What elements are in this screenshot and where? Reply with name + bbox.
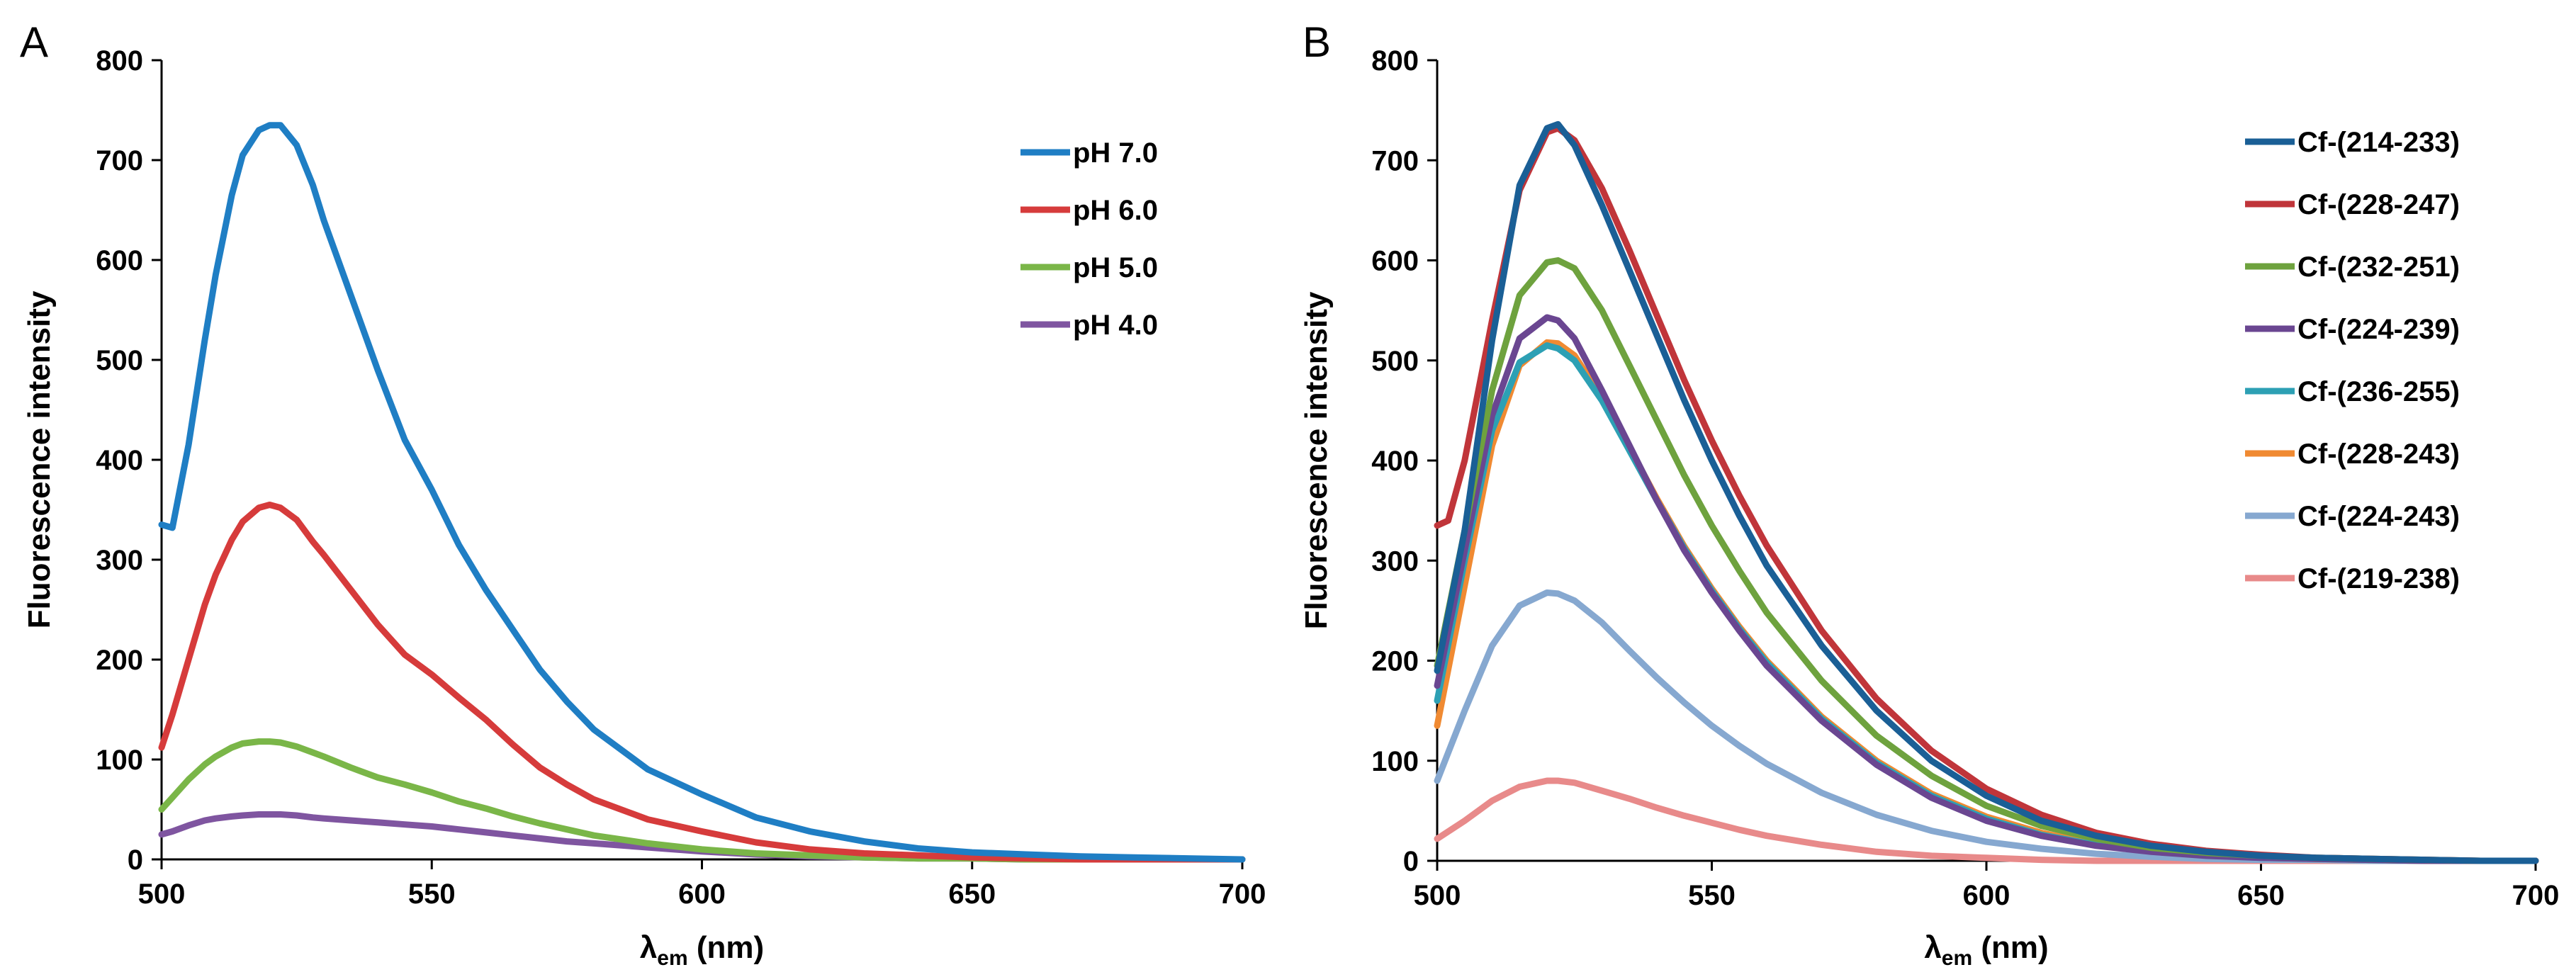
x-tick-label: 600 xyxy=(1963,880,2010,911)
panel-letter: B xyxy=(1303,18,1331,66)
legend-label: Cf-(224-243) xyxy=(2297,501,2460,532)
x-tick-label: 550 xyxy=(1688,880,1736,911)
y-axis-title: Fluorescence intensity xyxy=(22,290,57,628)
series-line-cf-232-251 xyxy=(1434,257,2539,864)
y-tick-label: 800 xyxy=(96,45,143,77)
legend-label: Cf-(224-239) xyxy=(2297,314,2460,345)
legend-label: Cf-(214-233) xyxy=(2297,127,2460,158)
x-tick-label: 550 xyxy=(408,879,456,910)
x-tick-label: 650 xyxy=(948,879,996,910)
y-tick-label: 600 xyxy=(96,245,143,276)
legend-label: pH 6.0 xyxy=(1073,195,1158,226)
x-axis-title: λem (nm) xyxy=(1924,930,2048,970)
legend-label: Cf-(228-247) xyxy=(2297,189,2460,220)
chart-panel-a: A 0 100 200 300 400 500 600 700 800 500 550 600 650 70… xyxy=(20,18,1266,970)
y-tick-label: 800 xyxy=(1371,45,1419,77)
chart-panel-b: B 0 100 200 300 400 500 600 700 800 500 550 600 650 70… xyxy=(1299,18,2559,970)
legend-label: Cf-(236-255) xyxy=(2297,376,2460,407)
x-tick-label: 500 xyxy=(138,879,186,910)
y-tick-label: 700 xyxy=(1371,145,1419,176)
legend-label: pH 7.0 xyxy=(1073,137,1158,169)
y-tick-label: 600 xyxy=(1371,246,1419,277)
x-tick-label: 700 xyxy=(2512,880,2560,911)
legend-label: Cf-(228-243) xyxy=(2297,439,2460,470)
legend-label: Cf-(219-238) xyxy=(2297,563,2460,594)
series-line-cf-236-255 xyxy=(1434,342,2539,864)
y-tick-label: 700 xyxy=(96,145,143,176)
legend-label: pH 4.0 xyxy=(1073,310,1158,341)
y-axis-title: Fluorescence intensity xyxy=(1299,291,1334,629)
y-tick-label: 400 xyxy=(1371,446,1419,477)
y-tick-label: 0 xyxy=(128,845,143,876)
x-tick-label: 650 xyxy=(2237,880,2285,911)
series-line-ph-7-0 xyxy=(158,122,1246,863)
y-tick-label: 500 xyxy=(1371,346,1419,377)
y-tick-label: 200 xyxy=(96,645,143,676)
y-tick-label: 300 xyxy=(96,545,143,576)
legend-label: Cf-(232-251) xyxy=(2297,252,2460,283)
y-tick-label: 0 xyxy=(1403,846,1419,877)
y-tick-label: 400 xyxy=(96,445,143,476)
x-tick-label: 500 xyxy=(1414,880,1461,911)
y-tick-label: 500 xyxy=(96,345,143,376)
series-line-ph-4-0 xyxy=(158,811,1246,863)
legend: pH 7.0 pH 6.0 pH 5.0 pH 4.0 xyxy=(1020,137,1158,341)
legend: Cf-(214-233) Cf-(228-247) Cf-(232-251) Cf-(… xyxy=(2245,127,2460,594)
series-line-ph-6-0 xyxy=(158,502,1246,863)
y-tick-label: 300 xyxy=(1371,546,1419,577)
y-tick-label: 100 xyxy=(1371,746,1419,777)
series-line-cf-214-233 xyxy=(1434,120,2539,864)
x-tick-label: 700 xyxy=(1219,879,1266,910)
y-tick-label: 100 xyxy=(96,745,143,776)
panel-letter: A xyxy=(20,18,48,66)
x-tick-label: 600 xyxy=(678,879,726,910)
series-line-cf-228-247 xyxy=(1434,125,2539,864)
series-line-cf-228-243 xyxy=(1434,339,2539,864)
legend-label: pH 5.0 xyxy=(1073,252,1158,283)
y-tick-label: 200 xyxy=(1371,646,1419,677)
series-line-ph-5-0 xyxy=(158,738,1246,863)
x-axis-title: λem (nm) xyxy=(640,930,764,970)
